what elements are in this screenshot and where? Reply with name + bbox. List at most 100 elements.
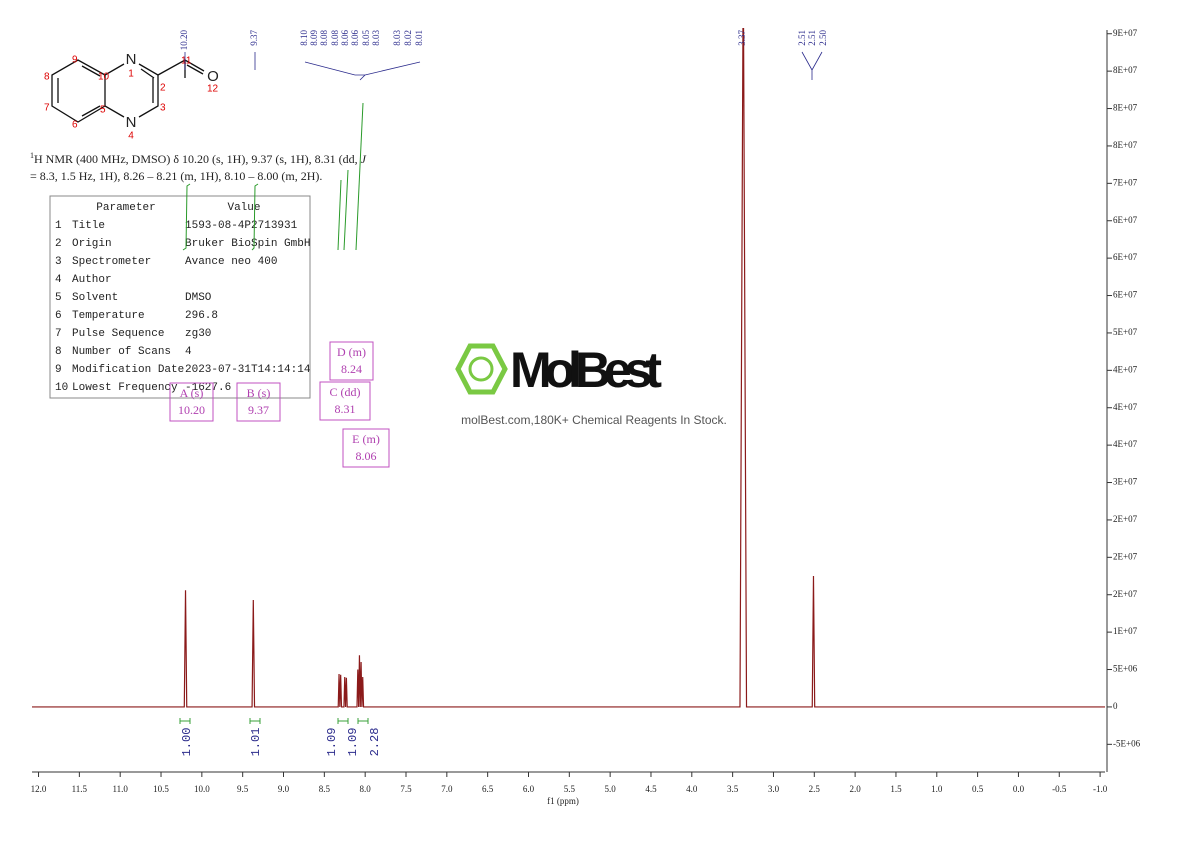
multiplet-label: E (m) [352, 432, 380, 446]
multiplet-box [319, 381, 371, 421]
y-tick-label: 2E+07 [1113, 589, 1138, 599]
table-cell: 7 [55, 328, 62, 340]
peak-label: 2.50 [818, 30, 828, 46]
atom-number: 3 [160, 103, 166, 114]
x-tick-label: 8.0 [360, 784, 372, 794]
peak-label: 2.51 [807, 30, 817, 46]
y-tick-label: 6E+07 [1113, 290, 1138, 300]
x-tick-label: -1.0 [1093, 784, 1108, 794]
y-tick-label: 5E+07 [1113, 327, 1138, 337]
peak-label: 8.02 [403, 30, 413, 46]
x-tick-label: 8.5 [319, 784, 331, 794]
parameter-table [49, 195, 311, 399]
table-cell: 5 [55, 292, 62, 304]
table-cell: 2 [55, 238, 62, 250]
peak-label: 8.06 [340, 30, 350, 46]
table-cell: Avance neo 400 [185, 256, 277, 268]
y-tick-label: 6E+07 [1113, 215, 1138, 225]
y-tick-label: 6E+07 [1113, 252, 1138, 262]
table-cell: DMSO [185, 292, 212, 304]
y-tick-label: 9E+07 [1113, 28, 1138, 38]
x-tick-label: 4.0 [686, 784, 698, 794]
multiplet-shift: 10.20 [178, 403, 205, 417]
y-tick-label: 8E+07 [1113, 140, 1138, 150]
x-tick-label: 3.0 [768, 784, 780, 794]
table-cell: Modification Date [72, 364, 184, 376]
integral-label: 1.01 [249, 728, 263, 757]
table-cell: 296.8 [185, 310, 218, 322]
atom: O [207, 68, 219, 85]
x-tick-label: 12.0 [31, 784, 47, 794]
table-cell: Pulse Sequence [72, 328, 164, 340]
multiplet-shift: 8.06 [356, 449, 377, 463]
peak-label: 8.08 [319, 30, 329, 46]
y-tick-label: 5E+06 [1113, 664, 1138, 674]
peak-label: 9.37 [249, 30, 259, 46]
multiplet-boxes: A (s) 10.20 B (s) 9.37 C (dd) 8.31 D (m) 8.24 E … [169, 341, 390, 468]
table-cell: 2023-07-31T14:14:14 [185, 364, 311, 376]
x-tick-label: 5.0 [605, 784, 617, 794]
watermark-brand: MolBest [510, 342, 662, 398]
nmr-description: 1H NMR (400 MHz, DMSO) δ 10.20 (s, 1H), … [30, 151, 367, 166]
y-tick-label: 4E+07 [1113, 439, 1138, 449]
x-tick-label: 0.0 [1013, 784, 1025, 794]
table-cell: 8 [55, 346, 62, 358]
x-tick-label: 10.0 [194, 784, 210, 794]
atom-number: 4 [128, 131, 134, 142]
table-cell: Title [72, 220, 105, 232]
atom: N [126, 51, 137, 68]
peak-label: 8.10 [299, 30, 309, 46]
atom-number: 9 [72, 55, 78, 66]
integral-label: 2.28 [368, 728, 382, 757]
y-tick-label: 4E+07 [1113, 364, 1138, 374]
table-cell: Number of Scans [72, 346, 171, 358]
x-tick-label: 5.5 [564, 784, 576, 794]
y-tick-label: 4E+07 [1113, 402, 1138, 412]
x-tick-label: 9.0 [278, 784, 290, 794]
x-tick-label: 7.5 [400, 784, 412, 794]
x-tick-label: 1.5 [890, 784, 902, 794]
table-cell: Author [72, 274, 112, 286]
multiplet-label: B (s) [247, 386, 271, 400]
multiplet-shift: 8.31 [335, 402, 356, 416]
y-tick-label: 2E+07 [1113, 514, 1138, 524]
table-cell: 1593-08-4P2713931 [185, 220, 298, 232]
atom-number: 10 [98, 72, 110, 83]
table-cell: 4 [55, 274, 62, 286]
atom: N [126, 114, 137, 131]
x-tick-label: 6.5 [482, 784, 494, 794]
multiplet-label: A (s) [180, 386, 204, 400]
atom-number: 5 [100, 105, 106, 116]
x-tick-label: 11.5 [72, 784, 88, 794]
table-header: Value [227, 202, 260, 214]
x-tick-label: 9.5 [237, 784, 249, 794]
table-header: Parameter [96, 202, 155, 214]
atom-number: 12 [207, 84, 219, 95]
multiplet-shift: 9.37 [248, 403, 269, 417]
atom-number: 1 [128, 69, 134, 80]
atom-number: 6 [72, 120, 78, 131]
table-cell: Lowest Frequency [72, 382, 178, 394]
table-cell: 4 [185, 346, 192, 358]
x-tick-label: 4.5 [645, 784, 657, 794]
x-tick-label: 2.5 [809, 784, 821, 794]
peak-label: 8.03 [371, 30, 381, 46]
x-tick-label: 3.5 [727, 784, 739, 794]
table-body: 1 Title 1593-08-4P2713931 2 Origin Bruker Bio… [55, 220, 311, 394]
x-tick-label: 10.5 [153, 784, 169, 794]
multiplet-label: C (dd) [330, 385, 361, 399]
integral-label: 1.00 [180, 728, 194, 757]
table-cell: Temperature [72, 310, 145, 322]
peak-label: 8.05 [361, 30, 371, 46]
y-tick-label: 0 [1113, 701, 1118, 711]
table-cell: 9 [55, 364, 62, 376]
peak-label: 3.37 [737, 30, 747, 46]
table-cell: Spectrometer [72, 256, 151, 268]
x-tick-label: 11.0 [112, 784, 128, 794]
x-tick-label: 0.5 [972, 784, 984, 794]
peak-label: 8.09 [309, 30, 319, 46]
integral-label: 1.09 [346, 728, 360, 757]
peak-leaders [184, 51, 823, 81]
x-tick-label: 7.0 [441, 784, 453, 794]
atom-number: 2 [160, 83, 166, 94]
